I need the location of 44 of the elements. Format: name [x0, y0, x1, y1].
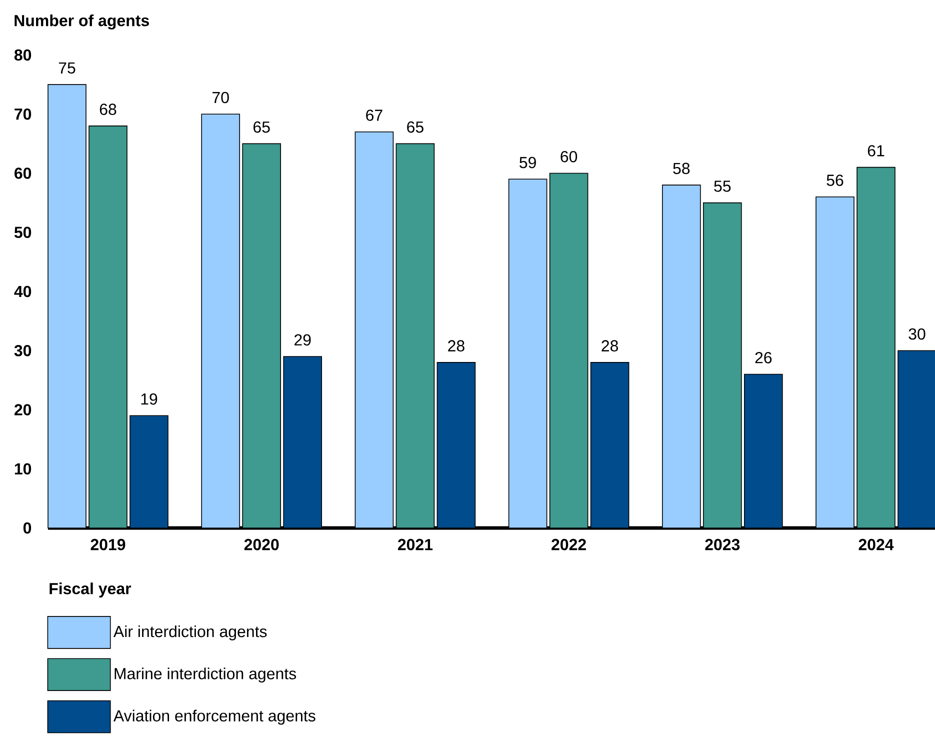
data-label: 65	[254, 121, 270, 133]
data-label: 67	[366, 110, 382, 121]
x-tick-label: 2021	[398, 538, 433, 550]
data-label: 28	[448, 340, 464, 352]
y-tick-label: 10	[14, 463, 32, 475]
x-axis-title: Fiscal year	[50, 582, 132, 598]
y-tick-label: 20	[14, 404, 32, 416]
legend-label: Aviation enforcement agents	[113, 710, 316, 725]
data-label: 65	[407, 121, 424, 133]
x-tick-label: 2019	[90, 538, 126, 550]
data-label: 30	[908, 328, 926, 340]
bar	[898, 350, 935, 528]
legend-label: Marine interdiction agents	[114, 668, 296, 683]
data-label: 75	[58, 62, 76, 74]
data-label: 28	[602, 340, 618, 352]
bar	[436, 362, 476, 528]
data-label: 26	[755, 352, 772, 364]
data-label: 19	[141, 393, 158, 405]
y-tick-label: 40	[14, 286, 32, 298]
y-tick-label: 50	[14, 226, 32, 238]
y-tick-label: 60	[14, 168, 32, 179]
bar	[744, 374, 783, 528]
data-label: 29	[294, 334, 311, 346]
y-tick-label: 30	[14, 344, 32, 356]
legend-label: Air interdiction agents	[113, 625, 267, 640]
bar	[590, 362, 630, 528]
data-label: 68	[100, 104, 116, 115]
data-label: 58	[673, 162, 690, 174]
x-tick-label: 2022	[552, 538, 586, 550]
data-label: 55	[714, 180, 731, 192]
data-label: 59	[520, 156, 536, 168]
bar	[130, 415, 168, 528]
y-tick-label: 70	[14, 108, 32, 120]
data-label: 56	[826, 174, 844, 186]
x-tick-label: 2024	[858, 538, 894, 550]
data-label: 61	[868, 145, 884, 156]
y-tick-label: 80	[14, 49, 32, 61]
y-tick-label: 0	[23, 522, 32, 534]
bar	[283, 356, 322, 528]
x-tick-label: 2020	[244, 538, 279, 550]
y-axis-title: Number of agents	[14, 14, 149, 30]
x-tick-label: 2023	[705, 538, 740, 550]
data-label: 70	[212, 92, 229, 104]
data-label: 60	[560, 150, 578, 162]
